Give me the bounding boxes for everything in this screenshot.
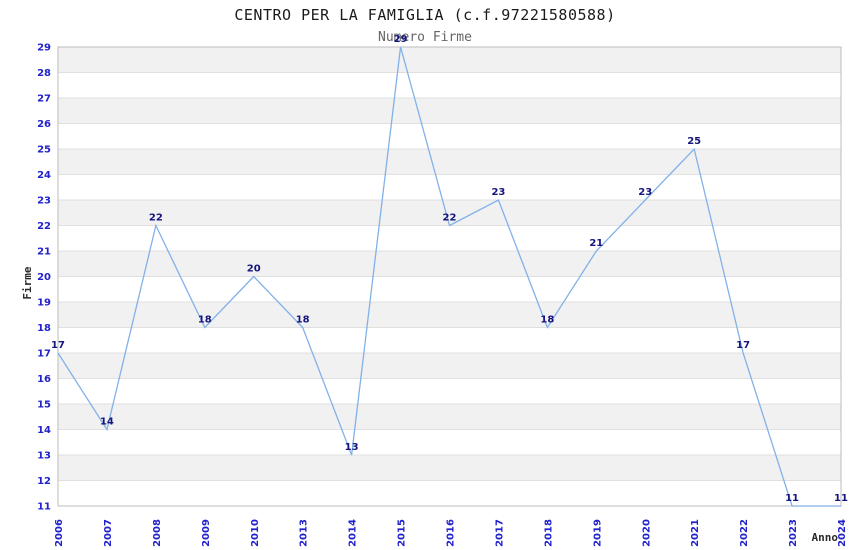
y-tick-label: 27 xyxy=(37,94,51,105)
y-tick-label: 15 xyxy=(37,400,51,411)
y-tick-label: 29 xyxy=(37,43,51,54)
x-tick-label: 2020 xyxy=(641,519,652,547)
chart-subtitle: Numero Firme xyxy=(378,30,472,45)
y-tick-label: 22 xyxy=(37,221,51,232)
data-label: 22 xyxy=(149,213,163,224)
plot-band xyxy=(58,455,841,481)
plot-band xyxy=(58,98,841,124)
x-tick-label: 2017 xyxy=(494,519,505,547)
x-tick-label: 2018 xyxy=(543,519,554,547)
data-label: 11 xyxy=(834,493,848,504)
data-label: 18 xyxy=(540,315,554,326)
y-tick-label: 16 xyxy=(37,374,51,385)
series-line xyxy=(57,46,841,507)
data-label: 21 xyxy=(589,238,603,249)
x-tick-label: 2014 xyxy=(348,519,359,547)
x-tick-label: 2006 xyxy=(54,519,65,547)
plot-band xyxy=(58,429,841,455)
data-label: 13 xyxy=(345,442,359,453)
data-label: 29 xyxy=(394,34,408,45)
plot-band xyxy=(58,225,841,251)
x-tick-label: 2010 xyxy=(250,519,261,547)
data-label: 25 xyxy=(687,136,701,147)
x-tick-label: 2024 xyxy=(837,519,848,547)
data-label: 17 xyxy=(51,340,65,351)
x-tick-label: 2021 xyxy=(690,519,701,547)
plot-band xyxy=(58,276,841,302)
y-tick-label: 14 xyxy=(37,425,51,436)
x-tick-label: 2007 xyxy=(103,519,114,547)
y-tick-label: 19 xyxy=(37,298,51,309)
plot-band xyxy=(58,404,841,430)
plot-band xyxy=(58,378,841,404)
data-label: 17 xyxy=(736,340,750,351)
plot-band xyxy=(58,480,841,506)
plot-border xyxy=(57,46,842,507)
plot-band xyxy=(58,302,841,328)
plot-band xyxy=(58,174,841,200)
plot-band xyxy=(58,47,841,73)
y-tick-label: 23 xyxy=(37,196,51,207)
data-label: 23 xyxy=(491,187,505,198)
y-tick-label: 17 xyxy=(37,349,51,360)
y-tick-label: 12 xyxy=(37,476,51,487)
plot-band xyxy=(58,72,841,98)
x-tick-label: 2008 xyxy=(152,519,163,547)
chart-title: CENTRO PER LA FAMIGLIA (c.f.97221580588) xyxy=(234,6,615,24)
x-axis-title: Anno xyxy=(812,531,839,544)
y-tick-label: 18 xyxy=(37,323,51,334)
x-tick-label: 2023 xyxy=(788,519,799,547)
y-tick-label: 24 xyxy=(37,170,51,181)
x-tick-label: 2013 xyxy=(299,519,310,547)
x-tick-label: 2019 xyxy=(592,519,603,547)
y-tick-label: 28 xyxy=(37,68,51,79)
plot-band xyxy=(58,200,841,226)
plot-band xyxy=(58,327,841,353)
data-label: 18 xyxy=(296,315,310,326)
plot-band xyxy=(58,251,841,277)
y-tick-label: 11 xyxy=(37,502,51,513)
plot-band xyxy=(58,123,841,149)
y-tick-label: 13 xyxy=(37,451,51,462)
plot-band xyxy=(58,149,841,175)
y-tick-label: 25 xyxy=(37,145,51,156)
x-tick-label: 2015 xyxy=(397,519,408,547)
plot-band xyxy=(58,353,841,379)
data-label: 20 xyxy=(247,264,261,275)
y-axis-title: Firme xyxy=(21,266,34,299)
x-tick-label: 2022 xyxy=(739,519,750,547)
data-label: 14 xyxy=(100,417,114,428)
data-label: 11 xyxy=(785,493,799,504)
y-tick-label: 20 xyxy=(37,272,51,283)
plot-area: 1112131415161718192021222324252627282920… xyxy=(37,34,848,547)
y-tick-label: 26 xyxy=(37,119,51,130)
data-label: 18 xyxy=(198,315,212,326)
data-label: 22 xyxy=(443,213,457,224)
x-tick-label: 2009 xyxy=(201,519,212,547)
y-tick-label: 21 xyxy=(37,247,51,258)
data-label: 23 xyxy=(638,187,652,198)
x-tick-label: 2016 xyxy=(446,519,457,547)
